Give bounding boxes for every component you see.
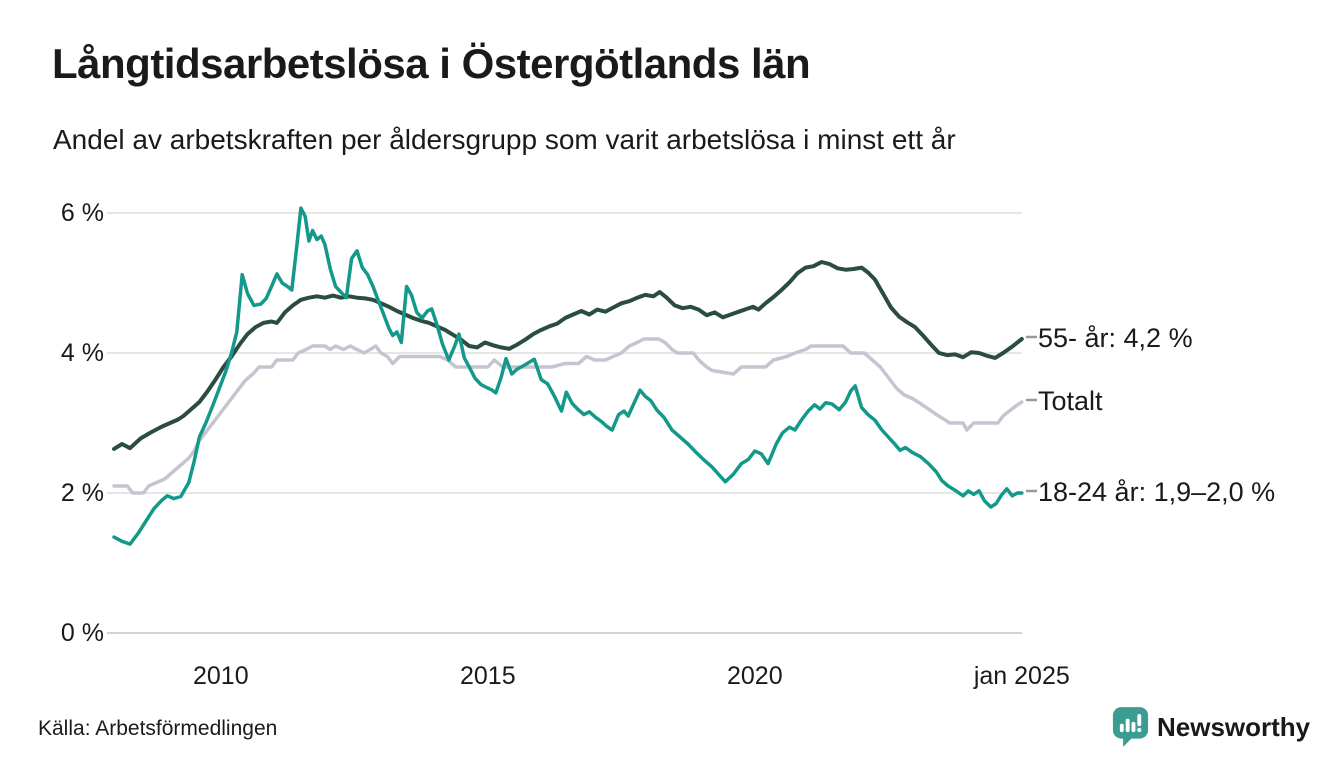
newsworthy-logo: Newsworthy	[1112, 706, 1310, 748]
x-tick-label-2010: 2010	[192, 662, 249, 690]
x-tick-label-2015: 2015	[459, 662, 516, 690]
x-tick-label-jan-2025: jan 2025	[973, 662, 1070, 690]
page-title: Långtidsarbetslösa i Östergötlands län	[52, 40, 811, 87]
x-tick-label-2020: 2020	[726, 662, 783, 690]
series-label-totalt: Totalt	[1038, 386, 1103, 416]
page-subtitle: Andel av arbetskraften per åldersgrupp s…	[53, 124, 956, 155]
y-tick-label-4: 4 %	[60, 339, 104, 367]
y-tick-label-0: 0 %	[60, 619, 104, 647]
line-series-18-24-ar	[112, 206, 1024, 546]
source-note: Källa: Arbetsförmedlingen	[38, 717, 278, 740]
newsworthy-logo-text: Newsworthy	[1157, 711, 1311, 742]
y-tick-label-6: 6 %	[60, 199, 104, 227]
series-label-55-ar: 55- år: 4,2 %	[1038, 323, 1193, 353]
series-label-18-24-ar: 18-24 år: 1,9–2,0 %	[1038, 477, 1276, 507]
line-series-55-ar	[112, 260, 1024, 451]
bar-chart-speech-bubble-icon	[1112, 707, 1149, 747]
line-series-totalt	[112, 337, 1024, 495]
y-tick-label-2: 2 %	[60, 479, 104, 507]
